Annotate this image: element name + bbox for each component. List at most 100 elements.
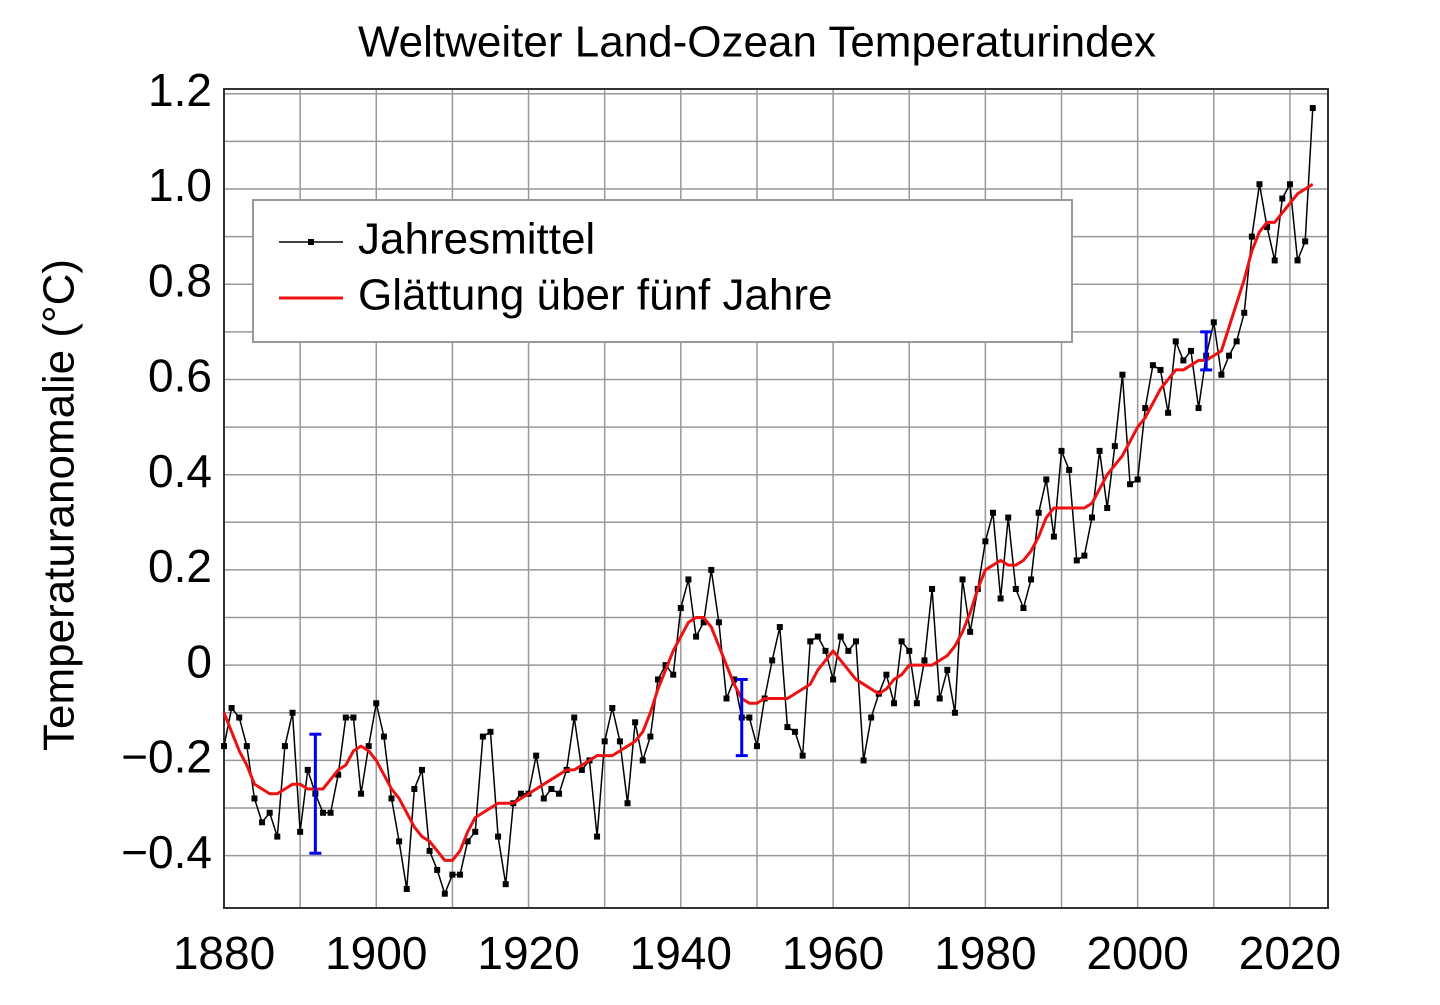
- data-point: [746, 714, 753, 721]
- legend-marker: [308, 239, 314, 245]
- data-point: [898, 638, 905, 645]
- data-point: [982, 538, 989, 545]
- data-point: [449, 871, 456, 878]
- data-point: [1180, 357, 1187, 364]
- data-point: [556, 790, 563, 797]
- data-point: [1172, 338, 1179, 345]
- data-point: [1233, 338, 1240, 345]
- y-tick-label: 1.2: [148, 64, 212, 116]
- data-point: [1043, 476, 1050, 483]
- data-point: [654, 676, 661, 683]
- data-point: [457, 871, 464, 878]
- data-point: [959, 576, 966, 583]
- data-point: [670, 671, 677, 678]
- data-point: [594, 833, 601, 840]
- data-point: [693, 633, 700, 640]
- legend-box: [252, 199, 1073, 343]
- y-tick-label: 0: [186, 635, 212, 687]
- data-point: [1286, 181, 1293, 188]
- data-point: [1035, 509, 1042, 516]
- data-point: [335, 771, 342, 778]
- data-point: [403, 885, 410, 892]
- data-point: [1119, 371, 1126, 378]
- data-point: [548, 785, 555, 792]
- y-tick-label: −0.4: [121, 826, 212, 878]
- data-point: [601, 738, 608, 745]
- data-point: [281, 743, 288, 750]
- data-point: [1127, 481, 1134, 488]
- data-point: [358, 790, 365, 797]
- data-point: [807, 638, 814, 645]
- data-point: [1271, 257, 1278, 264]
- data-point: [1165, 409, 1172, 416]
- data-point: [1104, 505, 1111, 512]
- x-tick-label: 2000: [1086, 927, 1188, 979]
- data-point: [1241, 309, 1248, 316]
- data-point: [259, 819, 266, 826]
- data-point: [1012, 585, 1019, 592]
- data-point: [418, 766, 425, 773]
- data-point: [342, 714, 349, 721]
- data-point: [860, 757, 867, 764]
- x-tick-label: 2020: [1239, 927, 1341, 979]
- data-point: [913, 700, 920, 707]
- data-point: [1218, 371, 1225, 378]
- data-point: [1279, 195, 1286, 202]
- data-point: [411, 785, 418, 792]
- data-point: [776, 624, 783, 631]
- data-point: [1210, 319, 1217, 326]
- legend-label: Jahresmittel: [358, 215, 595, 264]
- data-point: [396, 838, 403, 845]
- data-point: [929, 585, 936, 592]
- data-point: [837, 633, 844, 640]
- data-point: [1256, 181, 1263, 188]
- x-tick-label: 1920: [477, 927, 579, 979]
- data-point: [434, 866, 441, 873]
- x-tick-label: 1900: [325, 927, 427, 979]
- data-point: [221, 743, 227, 750]
- x-tick-label: 1980: [934, 927, 1036, 979]
- data-point: [1005, 514, 1012, 521]
- legend-label: Glättung über fünf Jahre: [358, 271, 833, 320]
- data-point: [533, 752, 540, 759]
- data-point: [1088, 514, 1095, 521]
- data-point: [1187, 347, 1194, 354]
- data-point: [327, 809, 334, 816]
- series-line: [222, 182, 1314, 862]
- data-point: [479, 733, 486, 740]
- data-point: [753, 743, 760, 750]
- data-point: [517, 790, 524, 797]
- y-tick-label: 0.2: [148, 540, 212, 592]
- x-tick-label: 1960: [782, 927, 884, 979]
- data-point: [540, 795, 547, 802]
- data-point: [822, 647, 829, 654]
- error-bar: [735, 677, 748, 758]
- data-point: [1020, 605, 1027, 612]
- data-point: [883, 671, 890, 678]
- data-point: [609, 705, 616, 712]
- data-point: [1081, 552, 1088, 559]
- data-point: [1073, 557, 1080, 564]
- data-point: [677, 605, 684, 612]
- y-tick-label: 0.4: [148, 445, 212, 497]
- data-point: [997, 595, 1004, 602]
- data-point: [951, 709, 958, 716]
- data-point: [1226, 352, 1233, 359]
- data-point: [616, 738, 623, 745]
- data-point: [967, 628, 974, 635]
- data-point: [784, 724, 791, 731]
- data-point: [495, 833, 502, 840]
- data-point: [365, 743, 372, 750]
- data-point: [708, 566, 715, 573]
- data-point: [228, 705, 235, 712]
- data-point: [1066, 466, 1073, 473]
- data-point: [243, 743, 250, 750]
- x-tick-label: 1880: [173, 927, 275, 979]
- data-point: [1028, 576, 1035, 583]
- data-point: [1248, 233, 1255, 240]
- data-point: [388, 795, 395, 802]
- data-point: [236, 714, 243, 721]
- data-point: [274, 833, 281, 840]
